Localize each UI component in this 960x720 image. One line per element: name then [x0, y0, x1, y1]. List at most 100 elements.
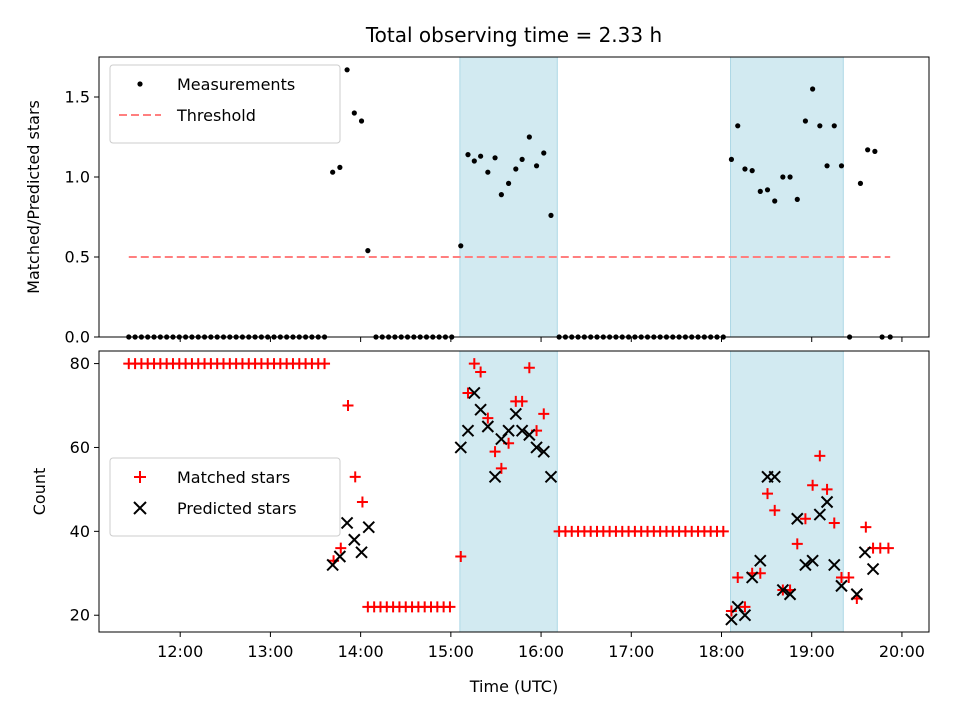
- data-point: [757, 188, 763, 194]
- data-point: [791, 538, 803, 550]
- data-point: [526, 134, 532, 140]
- shaded-interval-1: [730, 56, 844, 338]
- data-point: [824, 163, 830, 169]
- data-point: [806, 554, 819, 567]
- data-point: [489, 446, 501, 458]
- x-tick-label: 18:00: [698, 642, 744, 661]
- chart-title: Total observing time = 2.33 h: [365, 23, 662, 47]
- data-point: [742, 166, 748, 172]
- data-point: [537, 445, 550, 458]
- data-point: [772, 198, 778, 204]
- data-point: [471, 158, 477, 164]
- data-point: [831, 123, 837, 129]
- data-point: [481, 420, 495, 433]
- data-point: [799, 558, 812, 572]
- data-point: [732, 571, 744, 583]
- data-point: [355, 546, 368, 559]
- data-point: [365, 248, 371, 254]
- data-point: [843, 571, 855, 583]
- data-point: [814, 450, 826, 462]
- data-point: [533, 163, 540, 169]
- data-point: [858, 546, 872, 559]
- data-point: [865, 147, 871, 153]
- data-point: [764, 187, 771, 193]
- data-point: [544, 470, 558, 484]
- data-point: [541, 150, 547, 156]
- data-point: [807, 479, 819, 491]
- legend-marker: [133, 501, 147, 515]
- y-tick-label: 1.5: [65, 88, 90, 107]
- data-point: [362, 520, 375, 534]
- x-tick-label: 14:00: [338, 642, 384, 661]
- data-point: [768, 470, 781, 484]
- data-point: [319, 358, 331, 370]
- data-point: [821, 483, 833, 495]
- data-point: [335, 542, 347, 554]
- legend-label: Measurements: [177, 75, 295, 94]
- legend-box: [109, 457, 341, 537]
- data-point: [745, 571, 759, 584]
- data-point: [735, 123, 741, 129]
- data-point: [728, 156, 735, 162]
- data-point: [474, 403, 487, 416]
- data-point: [337, 164, 343, 170]
- data-point: [495, 462, 507, 474]
- data-point: [342, 400, 354, 412]
- data-point: [739, 601, 751, 613]
- x-tick-label: 19:00: [789, 642, 835, 661]
- data-point: [468, 358, 480, 370]
- data-point: [882, 542, 894, 554]
- data-point: [802, 118, 809, 124]
- data-point: [799, 513, 811, 525]
- data-point: [817, 123, 823, 129]
- data-point: [340, 516, 354, 530]
- data-point: [458, 243, 464, 249]
- x-tick-label: 17:00: [608, 642, 654, 661]
- legend-label: Threshold: [176, 106, 256, 125]
- data-point: [358, 118, 365, 124]
- data-point: [762, 488, 774, 500]
- x-tick-label: 13:00: [247, 642, 293, 661]
- data-point: [513, 166, 519, 172]
- data-point: [475, 366, 487, 378]
- data-point: [478, 153, 484, 159]
- count-panel: 20 40 60 80 12:00 13:00 14:00 15:00 16:00 17:00 18…: [30, 350, 930, 661]
- data-point: [717, 525, 729, 537]
- data-point: [857, 180, 864, 186]
- data-point: [454, 441, 467, 454]
- y-tick-label: 0.5: [65, 248, 90, 267]
- data-point: [444, 601, 456, 613]
- y-tick-label: 60: [70, 438, 90, 457]
- data-point: [794, 196, 800, 202]
- data-point: [351, 110, 357, 116]
- data-point: [523, 362, 535, 374]
- data-point: [516, 395, 528, 407]
- legend-box: [109, 64, 341, 144]
- data-point: [872, 148, 878, 154]
- data-point: [810, 86, 816, 92]
- data-point: [548, 212, 554, 218]
- data-point: [468, 386, 481, 400]
- ratio-panel: 0.0 0.5 1.0 1.5 Matched/Predicted stars Measu…: [24, 56, 930, 347]
- data-point: [787, 174, 793, 180]
- data-point: [519, 156, 525, 162]
- data-point: [820, 495, 834, 509]
- y-tick-label: 80: [70, 354, 90, 373]
- y-tick-label: 0.0: [65, 328, 90, 347]
- data-point: [330, 169, 336, 175]
- x-axis-label: Time (UTC): [469, 677, 558, 696]
- data-point: [776, 583, 790, 597]
- axes-frame: [98, 350, 930, 633]
- y-tick-label: 1.0: [65, 168, 90, 187]
- data-point: [485, 169, 491, 175]
- data-point: [482, 412, 494, 424]
- data-point: [523, 428, 536, 442]
- x-tick-label: 15:00: [428, 642, 474, 661]
- data-point: [754, 554, 767, 567]
- x-tick-label: 16:00: [518, 642, 564, 661]
- series-matched-stars: [123, 358, 894, 617]
- y-axis-label: Matched/Predicted stars: [24, 100, 43, 294]
- x-tick-label: 12:00: [157, 642, 203, 661]
- data-point: [356, 496, 368, 508]
